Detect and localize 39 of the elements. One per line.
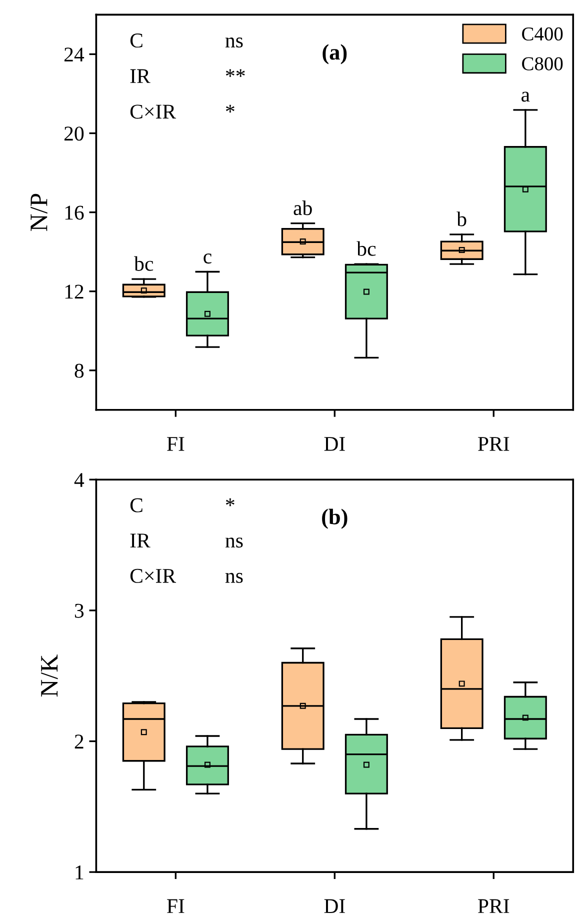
x-tick-label: FI <box>167 899 184 913</box>
y-tick-label: 2 <box>74 734 84 748</box>
x-tick-label: DI <box>324 437 345 451</box>
annotation: C <box>130 498 142 512</box>
y-axis-title: N/P <box>30 194 48 232</box>
y-tick-label: 4 <box>74 473 84 487</box>
annotation: C <box>130 34 142 48</box>
y-tick-label: 24 <box>64 48 84 62</box>
annotation: * <box>226 498 234 506</box>
annotation: C×IR <box>130 104 176 119</box>
annotation: C×IR <box>130 568 176 583</box>
y-tick-label: 3 <box>74 604 84 618</box>
x-tick-label: DI <box>324 899 345 913</box>
annotation: ns <box>225 38 243 48</box>
x-tick-label: FI <box>167 437 184 451</box>
annotation: bc <box>356 241 376 256</box>
annotation: c <box>204 254 212 264</box>
x-tick-label: PRI <box>478 899 510 913</box>
annotation: ns <box>225 538 243 548</box>
y-axis-title: N/K <box>41 654 58 697</box>
y-tick-label: 12 <box>65 284 84 299</box>
legend-label: C400 <box>522 27 563 41</box>
y-tick-label: 20 <box>64 126 84 141</box>
annotation: (b) <box>322 508 348 529</box>
annotation: ab <box>294 200 312 216</box>
y-tick-label: 16 <box>65 206 84 220</box>
annotation: ** <box>226 69 245 77</box>
annotation: bc <box>134 256 154 271</box>
annotation: IR <box>130 534 150 548</box>
annotation: IR <box>130 69 150 83</box>
annotation: (a) <box>322 44 347 64</box>
x-tick-label: PRI <box>478 437 510 451</box>
annotation: * <box>226 104 234 112</box>
annotation: ns <box>225 572 243 583</box>
annotation: a <box>522 92 530 102</box>
y-tick-label: 8 <box>74 364 84 378</box>
y-tick-label: 1 <box>76 866 84 880</box>
legend-label: C800 <box>522 57 563 70</box>
annotation: b <box>456 212 466 226</box>
